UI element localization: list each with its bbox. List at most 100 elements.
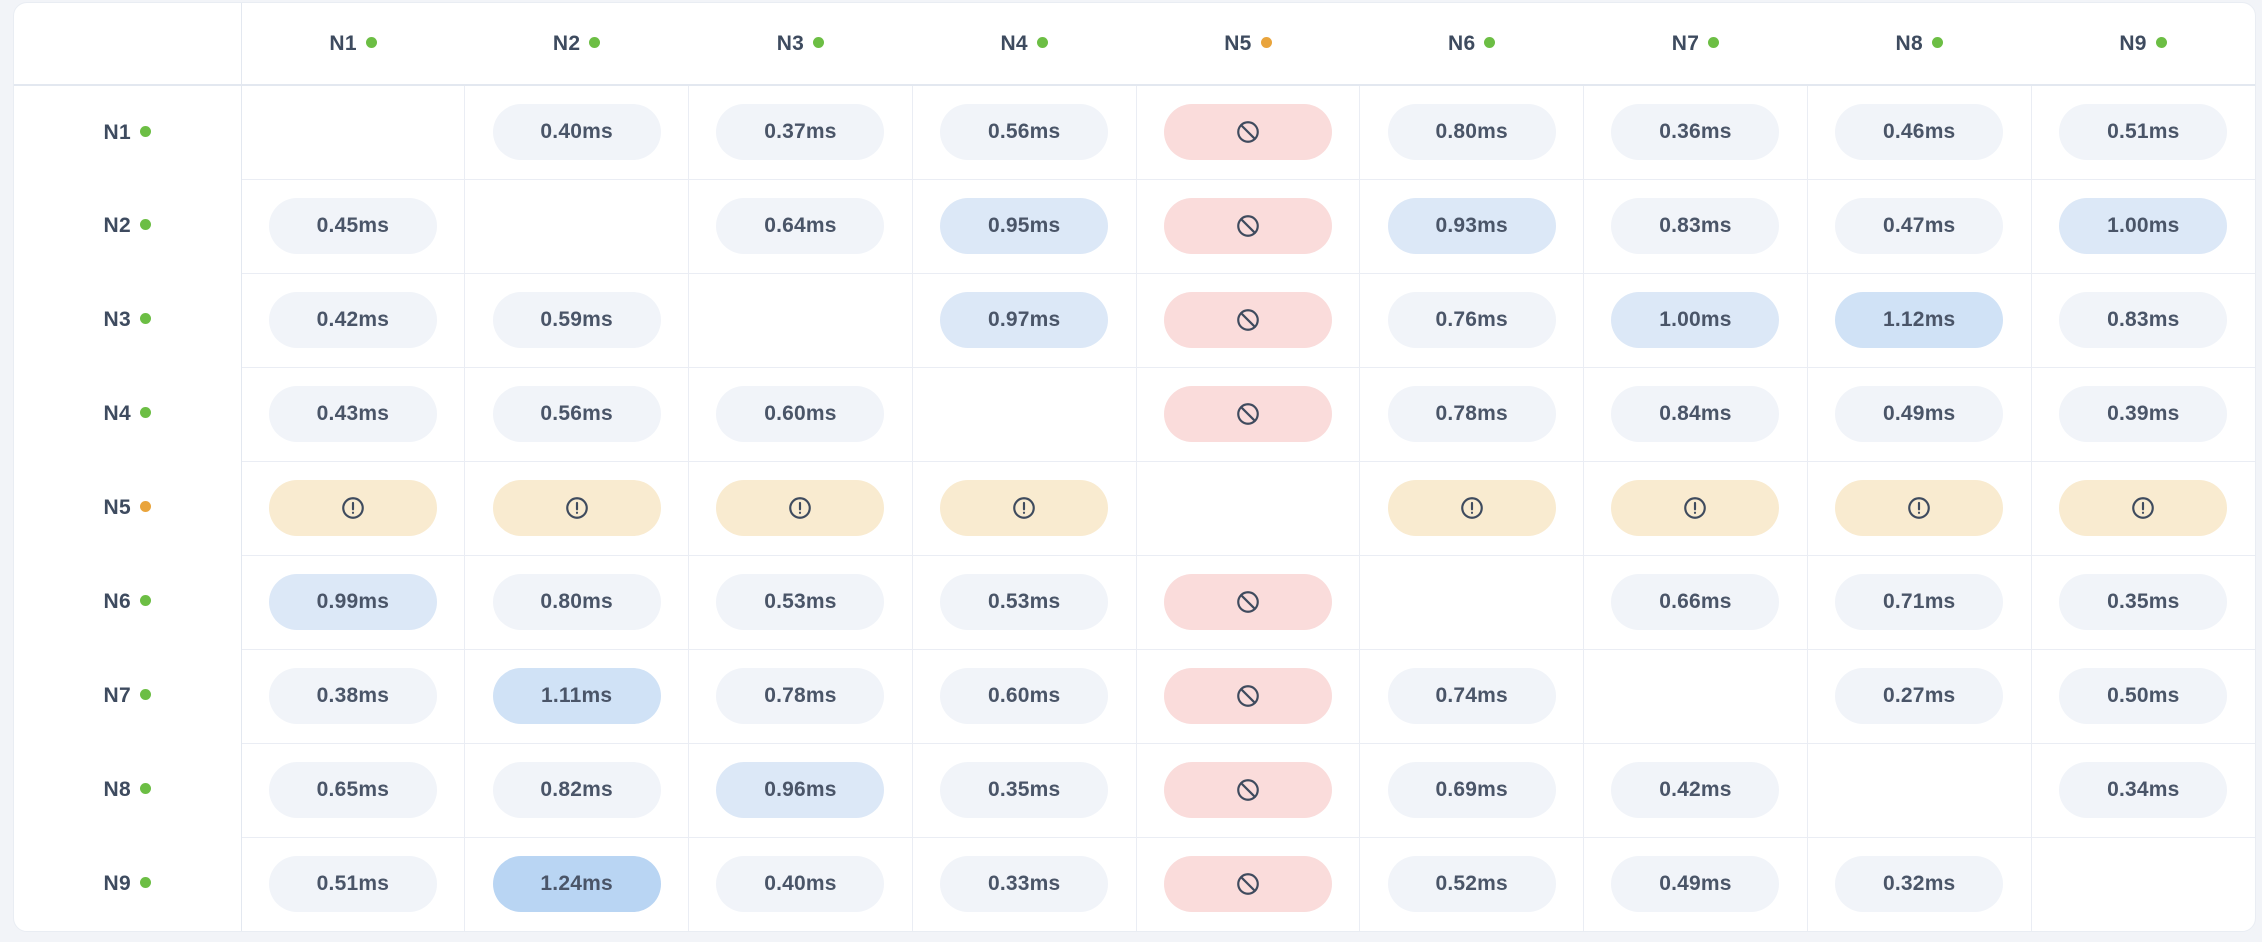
status-dot-online	[1036, 36, 1048, 48]
cell-n6-n3: 0.53ms	[688, 554, 913, 649]
node-label: N5	[103, 496, 131, 519]
status-dot-online	[139, 407, 151, 418]
alert-circle-icon	[1459, 495, 1485, 521]
matrix-row-n3: N3 0.42ms 0.59ms 0.97ms 0.76ms 1.00ms 1.12ms 0.…	[14, 272, 2255, 367]
latency-pill: 0.35ms	[940, 762, 1109, 818]
cell-n2-n3: 0.64ms	[688, 178, 913, 273]
cell-n4-n5	[1135, 366, 1360, 461]
alert-circle-icon	[2130, 495, 2156, 521]
cell-n3-n5	[1135, 272, 1360, 367]
latency-pill: 1.00ms	[1611, 292, 1780, 348]
status-dot-online	[139, 595, 151, 606]
ban-icon	[1235, 683, 1261, 709]
node-label: N6	[1447, 31, 1476, 55]
cell-n6-n5	[1135, 554, 1360, 649]
cell-n8-n2: 0.82ms	[464, 742, 689, 837]
matrix-row-n8: N8 0.65ms 0.82ms 0.96ms 0.35ms 0.69ms 0.42ms 0.…	[14, 742, 2255, 837]
cell-n9-n4: 0.33ms	[911, 836, 1137, 931]
ban-icon	[1235, 401, 1261, 427]
cell-n1-n6: 0.80ms	[1359, 85, 1584, 179]
warning-pill	[716, 480, 885, 536]
latency-pill: 0.59ms	[492, 292, 661, 348]
cell-n9-n5	[1135, 836, 1360, 931]
blocked-pill	[1163, 292, 1332, 348]
cell-n7-n3: 0.78ms	[688, 648, 913, 743]
cell-n7-n9: 0.50ms	[2030, 648, 2255, 743]
status-dot-online	[813, 36, 825, 48]
node-label: N1	[329, 31, 357, 55]
latency-pill: 0.51ms	[268, 856, 437, 913]
cell-n4-n9: 0.39ms	[2030, 366, 2255, 461]
latency-pill: 0.69ms	[1387, 762, 1556, 818]
ban-icon	[1235, 213, 1261, 239]
cell-n2-n6: 0.93ms	[1359, 178, 1584, 273]
row-header-n7: N7	[14, 649, 242, 743]
node-label: N8	[103, 778, 131, 801]
latency-pill: 0.60ms	[940, 668, 1109, 724]
cell-n9-n9	[2030, 836, 2255, 931]
warning-pill	[268, 480, 437, 536]
latency-pill: 0.45ms	[268, 198, 437, 254]
blocked-pill	[1163, 104, 1332, 161]
cell-n5-n3	[688, 460, 913, 555]
row-header-n4: N4	[14, 367, 242, 461]
alert-circle-icon	[787, 495, 813, 521]
cell-n4-n4	[911, 366, 1137, 461]
cell-n6-n6	[1359, 554, 1584, 649]
cell-n1-n5	[1135, 85, 1360, 179]
cell-n8-n6: 0.69ms	[1359, 742, 1584, 837]
cell-n7-n1: 0.38ms	[241, 648, 465, 743]
latency-pill: 0.56ms	[940, 104, 1109, 161]
latency-pill: 0.43ms	[268, 386, 437, 442]
latency-pill: 0.49ms	[1611, 856, 1780, 913]
warning-pill	[2059, 480, 2228, 536]
latency-matrix-card: N1 N2 N3 N4 N5 N6 N7 N8 N9 N1 0.40ms 0.37ms 0.56ms 0…	[13, 2, 2256, 932]
cell-n2-n2	[464, 178, 689, 273]
cell-n3-n3	[688, 272, 913, 367]
column-header-n8: N8	[1807, 3, 2032, 86]
cell-n2-n9: 1.00ms	[2030, 178, 2255, 273]
row-header-n2: N2	[14, 179, 242, 273]
row-header-n3: N3	[14, 273, 242, 367]
latency-pill: 0.46ms	[1835, 104, 2004, 161]
cell-n8-n7: 0.42ms	[1583, 742, 1808, 837]
column-header-row: N1 N2 N3 N4 N5 N6 N7 N8 N9	[14, 3, 2255, 86]
cell-n1-n4: 0.56ms	[911, 85, 1137, 179]
cell-n9-n6: 0.52ms	[1359, 836, 1584, 931]
matrix-row-n6: N6 0.99ms 0.80ms 0.53ms 0.53ms 0.66ms 0.71ms 0.…	[14, 554, 2255, 649]
cell-n9-n2: 1.24ms	[464, 836, 689, 931]
cell-n1-n2: 0.40ms	[464, 85, 689, 179]
status-dot-online	[2155, 36, 2167, 48]
latency-pill: 0.76ms	[1387, 292, 1556, 348]
status-dot-online	[1484, 36, 1496, 48]
latency-pill: 0.53ms	[940, 574, 1109, 630]
cell-n3-n4: 0.97ms	[911, 272, 1137, 367]
cell-n6-n9: 0.35ms	[2030, 554, 2255, 649]
row-header-n8: N8	[14, 743, 242, 837]
cell-n2-n4: 0.95ms	[911, 178, 1137, 273]
alert-circle-icon	[1906, 495, 1932, 521]
status-dot-online	[1708, 36, 1720, 48]
cell-n4-n8: 0.49ms	[1806, 366, 2032, 461]
column-header-n2: N2	[464, 3, 689, 86]
node-label: N3	[776, 31, 805, 55]
status-dot-warning	[139, 501, 151, 512]
cell-n8-n5	[1135, 742, 1360, 837]
matrix-row-n7: N7 0.38ms 1.11ms 0.78ms 0.60ms 0.74ms 0.27ms 0.…	[14, 648, 2255, 743]
latency-pill: 0.33ms	[940, 856, 1109, 913]
latency-pill: 0.97ms	[940, 292, 1109, 348]
cell-n2-n5	[1135, 178, 1360, 273]
cell-n7-n5	[1135, 648, 1360, 743]
status-dot-online	[1931, 36, 1943, 48]
latency-pill: 0.80ms	[492, 574, 661, 630]
node-label: N7	[1671, 31, 1700, 55]
column-header-n9: N9	[2031, 3, 2255, 86]
status-dot-online	[139, 877, 151, 888]
latency-pill: 1.11ms	[492, 668, 661, 724]
latency-pill: 0.42ms	[268, 292, 437, 348]
cell-n5-n1	[241, 460, 465, 555]
ban-icon	[1235, 119, 1261, 145]
node-label: N5	[1224, 31, 1252, 55]
latency-pill: 0.47ms	[1835, 198, 2004, 254]
corner-cell	[14, 3, 242, 86]
